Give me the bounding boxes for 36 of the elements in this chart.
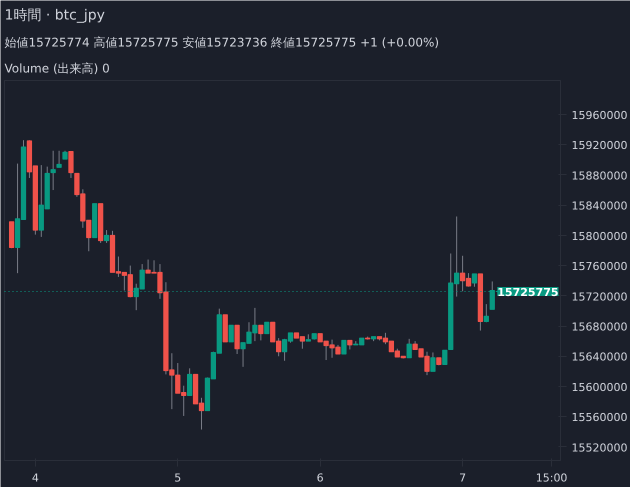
x-tick-label: 15:00 <box>536 472 568 484</box>
y-tick-label: 15840000 <box>572 200 628 213</box>
candlestick <box>68 151 74 178</box>
text: Volume (出来高) 0 <box>4 62 110 76</box>
candlestick <box>50 150 56 191</box>
y-tick-label: 15640000 <box>572 350 628 364</box>
candlestick <box>472 273 478 288</box>
candlestick <box>341 340 347 354</box>
x-tick-label: 7 <box>459 472 466 484</box>
candlestick <box>484 304 489 323</box>
candlestick <box>430 352 436 372</box>
y-tick-label: 15680000 <box>572 320 628 334</box>
y-tick-label: 15600000 <box>572 380 628 394</box>
y-tick-label: 15960000 <box>572 108 628 122</box>
candlestick <box>264 322 270 334</box>
y-tick-label: 15520000 <box>572 441 628 454</box>
x-tick-label: 5 <box>174 472 182 484</box>
ref-line-label: 15725775 <box>497 286 559 299</box>
y-tick-label: 15920000 <box>572 139 628 152</box>
chart-title: 1時間 · btc_jpy <box>4 8 105 24</box>
candlestick <box>406 338 412 358</box>
candlestick <box>347 340 352 350</box>
chart-subtitle: 始値15725774 高値15725775 安値15723736 終値15725775 +1 (+0.00%) <box>4 36 440 50</box>
y-tick-label: 15800000 <box>572 230 628 243</box>
y-tick-label: 15560000 <box>572 411 628 424</box>
y-tick-label: 15760000 <box>572 260 628 274</box>
candlestick <box>104 230 110 244</box>
x-tick-label: 4 <box>32 472 39 484</box>
y-tick-label: 15880000 <box>572 169 628 182</box>
candlestick <box>258 324 264 341</box>
y-tick-label: 15720000 <box>572 290 628 304</box>
x-tick-label: 6 <box>316 472 324 484</box>
candlestick <box>187 368 192 396</box>
candlestick <box>228 324 234 342</box>
candlestick <box>234 324 240 354</box>
candlestick <box>56 150 62 168</box>
